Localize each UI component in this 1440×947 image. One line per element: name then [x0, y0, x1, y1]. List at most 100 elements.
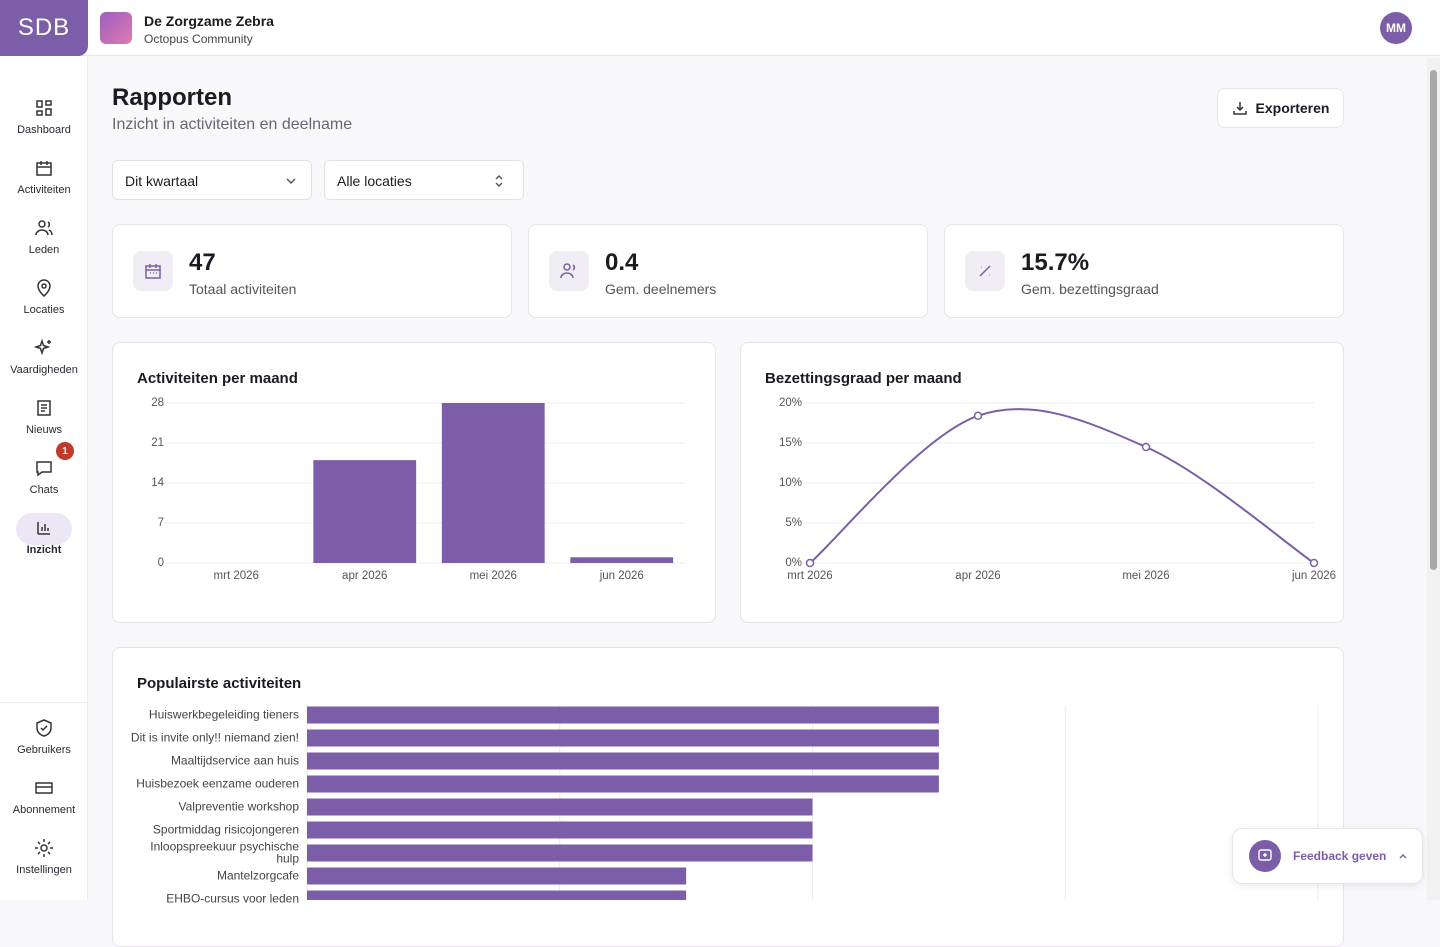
bar — [307, 752, 939, 770]
chevron-updown — [495, 175, 503, 187]
nav-item[interactable]: Nieuws — [0, 398, 88, 436]
chart-title: Populairste activiteiten — [137, 675, 301, 692]
x-tick-label: jun 2026 — [1291, 570, 1336, 582]
nav-icon — [35, 782, 53, 794]
y-tick-label: 10% — [779, 477, 802, 489]
nav-label: Dashboard — [17, 124, 71, 136]
top-bar: SDB De Zorgzame Zebra Octopus Community … — [0, 0, 1440, 56]
y-tick-label: Sportmiddag risicojongeren — [152, 822, 299, 837]
x-tick-label: apr 2026 — [342, 570, 387, 582]
location-filter[interactable]: Alle locaties — [324, 160, 524, 200]
y-tick-label: Maaltijdservice aan huis — [170, 753, 299, 768]
nav-item[interactable]: Leden — [0, 218, 88, 256]
point — [805, 558, 815, 568]
nav-label: Activiteiten — [17, 184, 71, 196]
bar — [313, 460, 417, 563]
stat-icon — [133, 251, 173, 291]
bar — [307, 890, 687, 900]
y-tick-label: 7 — [158, 517, 164, 529]
stat-card: 47 Totaal activiteiten — [112, 224, 512, 318]
y-tick-label: 5% — [785, 517, 802, 529]
point — [1309, 558, 1319, 568]
nav-item[interactable]: Dashboard — [0, 98, 88, 136]
y-tick-label: 0% — [785, 557, 802, 569]
x-tick-label: jun 2026 — [599, 570, 644, 582]
bar — [307, 821, 813, 839]
nav-item[interactable]: Activiteiten — [0, 158, 88, 196]
export-button[interactable]: Exporteren — [1217, 88, 1344, 128]
y-tick-label: 28 — [151, 397, 164, 409]
y-tick-label: Valpreventie workshop — [178, 799, 299, 814]
bar — [307, 706, 939, 724]
feedback-label: Feedback geven — [1293, 849, 1387, 863]
nav-label: Instellingen — [16, 864, 72, 876]
stat-value: 47 — [189, 249, 216, 276]
period-filter[interactable]: Dit kwartaal — [112, 160, 312, 200]
y-tick-label: Huiswerkbegeleiding tieners — [148, 707, 299, 722]
stat-value: 15.7% — [1021, 249, 1090, 276]
nav-label: Gebruikers — [17, 744, 71, 756]
org-icon — [100, 12, 132, 44]
nav-icon — [37, 400, 51, 416]
stat-icon — [549, 251, 589, 291]
chevron — [286, 178, 296, 184]
stat-card: 0.4 Gem. deelnemers — [528, 224, 928, 318]
y-tick-label: 21 — [151, 437, 164, 449]
y-tick-label: EHBO-cursus voor leden — [166, 891, 299, 906]
stat-card: 15.7% Gem. bezettingsgraad — [944, 224, 1344, 318]
nav-item[interactable]: Locaties — [0, 278, 88, 316]
scrollbar[interactable] — [1427, 58, 1440, 900]
stat-value: 0.4 — [605, 249, 639, 276]
nav-item[interactable]: Chats — [0, 458, 88, 496]
point — [1141, 442, 1151, 452]
nav-icon — [34, 338, 51, 356]
y-tick-label: Inloopspreekuur psychische hulp — [150, 839, 299, 865]
download-icon — [1232, 102, 1247, 115]
org-subtitle: Octopus Community — [144, 32, 253, 46]
y-tick-label: Mantelzorgcafe — [216, 868, 299, 883]
x-tick-label: mrt 2026 — [214, 570, 259, 582]
location-value: Alle locaties — [337, 173, 412, 189]
feedback-icon — [1249, 840, 1281, 872]
nav-icon — [36, 719, 52, 737]
avatar[interactable]: MM — [1380, 12, 1412, 44]
nav-item[interactable]: Gebruikers — [0, 718, 88, 756]
nav-icon — [37, 522, 50, 535]
feedback-button[interactable]: Feedback geven — [1232, 828, 1423, 884]
line — [809, 408, 1315, 564]
stat-label: Gem. bezettingsgraad — [1021, 281, 1159, 297]
page-subtitle: Inzicht in activiteiten en deelname — [112, 116, 353, 133]
stat-label: Totaal activiteiten — [189, 281, 297, 297]
nav-icon — [36, 161, 52, 176]
chart-title: Bezettingsgraad per maand — [765, 370, 962, 387]
nav-icon — [35, 220, 53, 236]
nav-item[interactable]: Abonnement — [0, 778, 88, 816]
logo[interactable]: SDB — [0, 0, 88, 56]
bar — [307, 844, 813, 862]
nav-item[interactable]: Inzicht — [0, 518, 88, 556]
y-tick-label: Dit is invite only!! niemand zien! — [130, 730, 299, 745]
nav-item[interactable]: Instellingen — [0, 838, 88, 876]
divider — [0, 702, 88, 703]
nav-icon — [37, 279, 51, 297]
nav-item[interactable]: Vaardigheden — [0, 338, 88, 376]
x-tick-label: mei 2026 — [470, 570, 517, 582]
notification-badge: 1 — [56, 442, 74, 460]
x-tick-label: mei 2026 — [1122, 570, 1169, 582]
nav-label: Chats — [29, 484, 59, 496]
active-indicator — [16, 513, 72, 545]
x-tick-label: mrt 2026 — [787, 570, 832, 582]
scroll-thumb[interactable] — [1430, 70, 1437, 570]
y-tick-label: 15% — [779, 437, 802, 449]
stat-icon — [965, 251, 1005, 291]
bar — [441, 403, 545, 563]
sidebar — [0, 56, 88, 900]
nav-label: Leden — [28, 244, 60, 256]
page-title: Rapporten — [112, 84, 232, 111]
bar — [307, 729, 939, 747]
chart-title: Activiteiten per maand — [137, 370, 298, 387]
y-tick-label: 14 — [151, 477, 164, 489]
nav-label: Vaardigheden — [10, 364, 78, 376]
nav-label: Nieuws — [25, 424, 63, 436]
